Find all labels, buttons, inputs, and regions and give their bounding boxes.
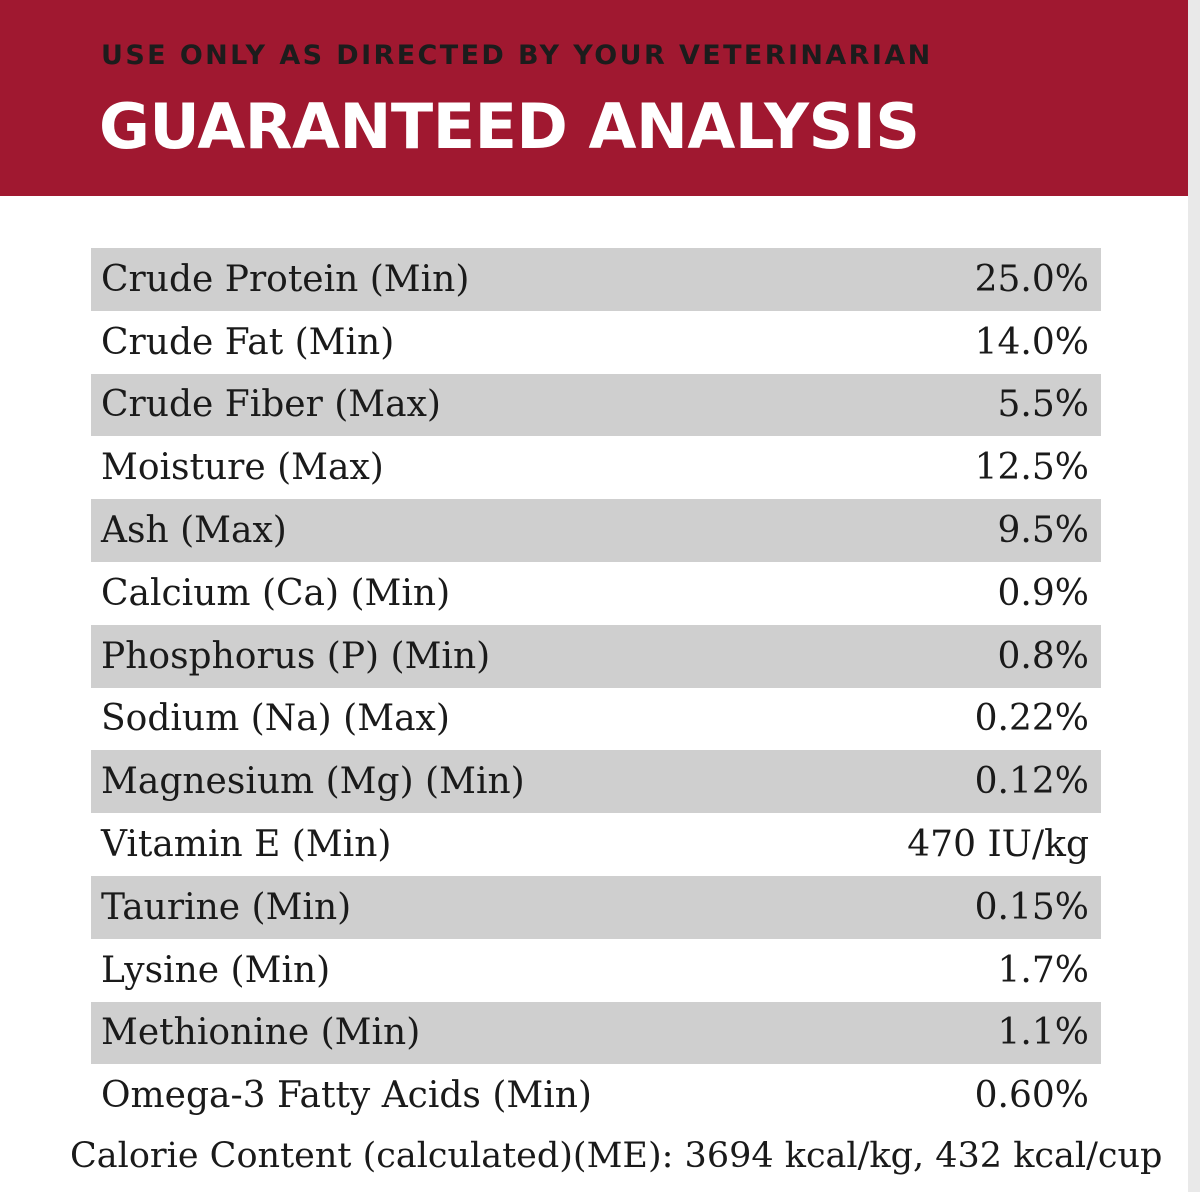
analysis-row: Methionine (Min) 1.1% [91,1001,1101,1065]
analysis-label: Phosphorus (P) (Min) [101,635,491,677]
analysis-value: 0.8% [997,635,1089,677]
analysis-label: Sodium (Na) (Max) [101,698,450,740]
analysis-row: Vitamin E (Min) 470 IU/kg [91,813,1101,876]
analysis-row: Omega-3 Fatty Acids (Min) 0.60% [91,1064,1101,1127]
analysis-value: 0.15% [974,886,1089,928]
analysis-label: Crude Fiber (Max) [101,384,441,426]
analysis-table: Crude Protein (Min) 25.0% Crude Fat (Min… [91,248,1101,1127]
analysis-label: Calcium (Ca) (Min) [101,572,451,614]
analysis-value: 0.60% [974,1075,1089,1117]
right-edge-strip [1188,0,1200,1192]
analysis-value: 0.9% [997,572,1089,614]
analysis-row: Taurine (Min) 0.15% [91,875,1101,939]
analysis-value: 9.5% [997,510,1089,552]
analysis-label: Taurine (Min) [101,886,352,928]
analysis-row: Magnesium (Mg) (Min) 0.12% [91,750,1101,814]
analysis-label: Crude Protein (Min) [101,258,470,300]
analysis-row: Moisture (Max) 12.5% [91,436,1101,499]
analysis-row: Crude Protein (Min) 25.0% [91,248,1101,311]
analysis-value: 0.22% [974,698,1089,740]
analysis-value: 0.12% [974,761,1089,803]
page-title: GUARANTEED ANALYSIS [99,90,920,163]
analysis-value: 1.7% [997,949,1089,991]
analysis-label: Lysine (Min) [101,949,331,991]
analysis-row: Phosphorus (P) (Min) 0.8% [91,624,1101,688]
analysis-value: 25.0% [974,258,1089,300]
analysis-label: Magnesium (Mg) (Min) [101,761,525,803]
analysis-label: Omega-3 Fatty Acids (Min) [101,1075,592,1117]
analysis-label: Methionine (Min) [101,1012,421,1054]
directions-subtitle: USE ONLY AS DIRECTED BY YOUR VETERINARIA… [101,40,933,71]
analysis-row: Sodium (Na) (Max) 0.22% [91,688,1101,751]
analysis-label: Ash (Max) [101,510,287,552]
analysis-row: Crude Fiber (Max) 5.5% [91,373,1101,437]
analysis-row: Crude Fat (Min) 14.0% [91,311,1101,374]
analysis-label: Vitamin E (Min) [101,824,392,866]
analysis-label: Moisture (Max) [101,447,384,489]
analysis-value: 1.1% [997,1012,1089,1054]
analysis-row: Calcium (Ca) (Min) 0.9% [91,562,1101,625]
analysis-value: 14.0% [974,321,1089,363]
analysis-row: Lysine (Min) 1.7% [91,939,1101,1002]
header-banner: USE ONLY AS DIRECTED BY YOUR VETERINARIA… [0,0,1188,196]
analysis-label: Crude Fat (Min) [101,321,395,363]
analysis-row: Ash (Max) 9.5% [91,499,1101,562]
calorie-content-note: Calorie Content (calculated)(ME): 3694 k… [70,1136,1163,1176]
analysis-value: 5.5% [997,384,1089,426]
analysis-value: 12.5% [974,447,1089,489]
analysis-value: 470 IU/kg [907,824,1089,866]
